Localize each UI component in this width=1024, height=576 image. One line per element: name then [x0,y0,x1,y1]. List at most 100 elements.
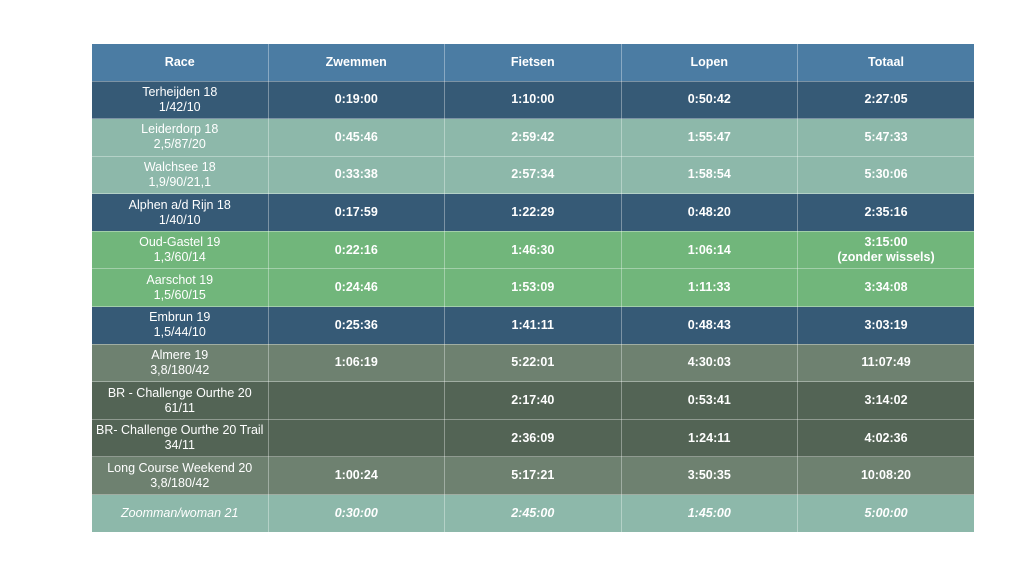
total-value: 2:27:05 [864,92,908,107]
run-time: 0:53:41 [621,381,798,420]
race-name: Almere 19 [151,347,209,362]
table-row: Terheijden 18 1/42/10 0:19:00 1:10:00 0:50:4… [92,81,974,120]
race-name: Embrun 19 [149,310,211,325]
total-time: 4:02:36 [797,419,974,458]
race-cell: BR- Challenge Ourthe 20 Trail 34/11 [92,419,269,458]
race-cell: Oud-Gastel 19 1,3/60/14 [92,231,269,270]
race-cell: Walchsee 18 1,9/90/21,1 [92,156,269,195]
header-lopen: Lopen [621,44,798,82]
race-cell: Almere 19 3,8/180/42 [92,344,269,383]
race-cell: Long Course Weekend 20 3,8/180/42 [92,456,269,496]
bike-time: 2:59:42 [444,118,622,157]
total-time: 5:30:06 [797,156,974,195]
total-time: 3:03:19 [797,306,974,345]
race-name: Long Course Weekend 20 [107,460,253,475]
race-name: Terheijden 18 [142,84,218,99]
bike-time: 1:53:09 [444,268,622,308]
swim-time: 0:30:00 [268,494,445,533]
race-distance: 34/11 [164,438,195,453]
swim-time: 0:33:38 [268,156,445,195]
table-row: BR- Challenge Ourthe 20 Trail 34/11 2:36:0… [92,419,974,458]
run-time: 4:30:03 [621,344,798,383]
total-time: 2:35:16 [797,193,974,232]
bike-time: 1:22:29 [444,193,622,232]
total-time: 10:08:20 [797,456,974,496]
total-time: 2:27:05 [797,81,974,120]
total-value: 5:30:06 [864,167,908,182]
bike-time: 5:22:01 [444,344,622,383]
table-row: Leiderdorp 18 2,5/87/20 0:45:46 2:59:42 1:55… [92,118,974,157]
table-row: Zoomman/woman 21 0:30:00 2:45:00 1:45:00 5:0… [92,494,974,533]
race-name: Oud-Gastel 19 [139,235,221,250]
race-name: BR- Challenge Ourthe 20 Trail [96,423,264,438]
bike-time: 2:17:40 [444,381,622,420]
header-zwemmen: Zwemmen [268,44,445,82]
run-time: 1:06:14 [621,231,798,270]
bike-time: 2:45:00 [444,494,622,533]
header-totaal: Totaal [797,44,974,82]
swim-time: 0:17:59 [268,193,445,232]
table-header: Race Zwemmen Fietsen Lopen Totaal [92,44,974,82]
total-time: 3:15:00 (zonder wissels) [797,231,974,270]
race-cell: Terheijden 18 1/42/10 [92,81,269,120]
header-fietsen: Fietsen [444,44,622,82]
total-time: 5:00:00 [797,494,974,533]
swim-time [268,419,445,458]
race-cell: Embrun 19 1,5/44/10 [92,306,269,345]
race-distance: 2,5/87/20 [153,137,206,152]
bike-time: 1:46:30 [444,231,622,270]
header-row: Race Zwemmen Fietsen Lopen Totaal [92,44,974,82]
total-time: 3:14:02 [797,381,974,420]
swim-time: 0:19:00 [268,81,445,120]
total-value: 5:00:00 [864,505,908,520]
swim-time: 0:24:46 [268,268,445,308]
table-row: Oud-Gastel 19 1,3/60/14 0:22:16 1:46:30 1:06… [92,231,974,270]
run-time: 0:50:42 [621,81,798,120]
total-value: 11:07:49 [861,355,911,370]
swim-time: 0:25:36 [268,306,445,345]
table-row: Alphen a/d Rijn 18 1/40/10 0:17:59 1:22:29 0… [92,193,974,232]
race-distance: 61/11 [164,400,195,415]
table-row: Walchsee 18 1,9/90/21,1 0:33:38 2:57:34 1:58… [92,156,974,195]
table-row: Almere 19 3,8/180/42 1:06:19 5:22:01 4:30:03… [92,344,974,383]
race-distance: 1,3/60/14 [153,250,206,265]
total-value: 5:47:33 [864,129,908,144]
bike-time: 5:17:21 [444,456,622,496]
bike-time: 2:57:34 [444,156,622,195]
race-distance: 1,5/60/15 [153,287,206,302]
race-distance: 1,9/90/21,1 [148,174,212,189]
run-time: 1:55:47 [621,118,798,157]
swim-time: 0:22:16 [268,231,445,270]
race-name: Zoomman/woman 21 [121,505,239,520]
total-time: 5:47:33 [797,118,974,157]
race-distance: 1/40/10 [158,212,201,227]
swim-time [268,381,445,420]
total-value: 3:03:19 [864,317,908,332]
race-cell: Zoomman/woman 21 [92,494,269,533]
race-distance: 3,8/180/42 [150,362,210,377]
total-value: 4:02:36 [864,430,908,445]
race-cell: Aarschot 19 1,5/60/15 [92,268,269,308]
total-time: 11:07:49 [797,344,974,383]
race-cell: Alphen a/d Rijn 18 1/40/10 [92,193,269,232]
race-cell: Leiderdorp 18 2,5/87/20 [92,118,269,157]
race-results-table: Race Zwemmen Fietsen Lopen Totaal Terhei… [92,44,974,533]
total-time: 3:34:08 [797,268,974,308]
race-name: BR - Challenge Ourthe 20 [107,385,252,400]
run-time: 1:11:33 [621,268,798,308]
total-value: 3:34:08 [864,280,908,295]
run-time: 0:48:43 [621,306,798,345]
table-row: Long Course Weekend 20 3,8/180/42 1:00:24 5… [92,456,974,496]
run-time: 1:45:00 [621,494,798,533]
run-time: 1:58:54 [621,156,798,195]
race-cell: BR - Challenge Ourthe 20 61/11 [92,381,269,420]
total-note: (zonder wissels) [837,250,935,265]
race-distance: 1/42/10 [158,99,201,114]
swim-time: 1:00:24 [268,456,445,496]
total-value: 3:14:02 [864,393,908,408]
run-time: 1:24:11 [621,419,798,458]
race-name: Aarschot 19 [146,272,214,287]
total-value: 2:35:16 [864,205,908,220]
swim-time: 1:06:19 [268,344,445,383]
table-row: Embrun 19 1,5/44/10 0:25:36 1:41:11 0:48:43 3… [92,306,974,345]
